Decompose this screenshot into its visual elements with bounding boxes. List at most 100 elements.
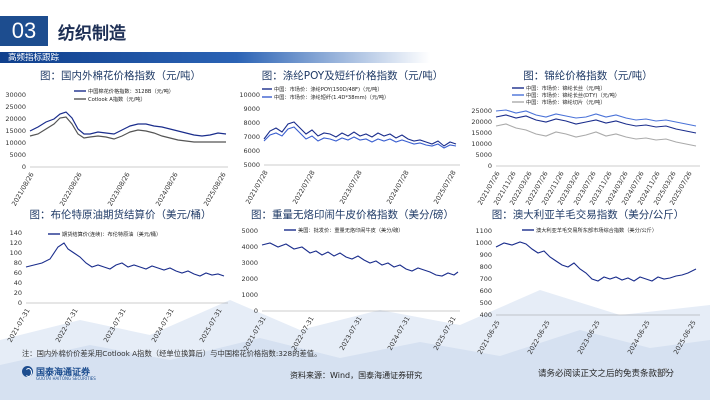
legend-label: 美国：批发价：重量无烙印闹牛皮（美分/磅） bbox=[298, 226, 404, 234]
series-brent bbox=[25, 242, 225, 277]
chart-svg: 140 120 100 80 60 40 20 0 期货结算价(连续)：布伦特原… bbox=[6, 229, 228, 344]
x-tick: 2025/08/26 bbox=[202, 171, 228, 207]
y-tick: 6000 bbox=[243, 147, 260, 155]
y-tick: 400 bbox=[480, 311, 492, 319]
x-tick: 2024/08/26 bbox=[154, 171, 180, 207]
y-tick: 20000 bbox=[471, 118, 492, 126]
x-tick: 2021-07-31 bbox=[6, 307, 32, 344]
legend-label: Cotlook A指数（元/吨） bbox=[88, 95, 146, 103]
y-tick: 3000 bbox=[241, 259, 258, 267]
y-tick: 0 bbox=[254, 307, 258, 315]
company-logo: 国泰海通证券 GUOTAI HAITONG SECURITIES bbox=[22, 365, 96, 381]
chart-title: 图：锦纶价格指数（元/吨） bbox=[523, 70, 653, 82]
y-tick: 500 bbox=[480, 299, 492, 307]
x-tick: 2024/07/28 bbox=[385, 169, 411, 205]
y-axis-ticks: 140 120 100 80 60 40 20 0 bbox=[10, 229, 22, 307]
series-cotlook-a bbox=[29, 116, 226, 143]
y-axis-ticks: 30000 25000 20000 15000 10000 5000 0 bbox=[5, 91, 26, 171]
y-tick: 80 bbox=[14, 259, 22, 267]
y-tick: 9000 bbox=[243, 105, 260, 113]
y-tick: 1100 bbox=[475, 227, 492, 235]
x-tick: 2022/07/28 bbox=[291, 169, 317, 205]
mountain-background bbox=[0, 290, 710, 400]
chart-svg: 25000 20000 15000 10000 5000 0 中国：市场价：锦纶… bbox=[471, 84, 700, 206]
y-tick: 5000 bbox=[475, 151, 492, 159]
chart-title: 图：澳大利亚羊毛交易指数（美分/公斤） bbox=[491, 209, 685, 221]
x-axis-ticks: 2021-07-31 2022-07-31 2023-07-31 2024-07… bbox=[6, 307, 224, 344]
series-staple-fiber bbox=[263, 126, 457, 149]
chart-cowhide-price: 图：重量无烙印闹牛皮价格指数（美分/磅） 5000 4000 3000 2000… bbox=[240, 207, 465, 352]
y-tick: 800 bbox=[480, 263, 492, 271]
subtitle: 高频指标跟踪 bbox=[8, 53, 60, 63]
legend-label: 中国：市场价：锦纶长丝(DTY)（元/吨） bbox=[526, 91, 620, 99]
section-number: 03 bbox=[0, 16, 48, 46]
subtitle-band: 高频指标跟踪 bbox=[0, 52, 430, 63]
y-tick: 0 bbox=[22, 163, 26, 171]
y-axis-ticks: 25000 20000 15000 10000 5000 0 bbox=[471, 107, 492, 170]
chart-svg: 1100 1000 900 800 700 600 500 400 澳大利亚羊毛… bbox=[475, 226, 700, 356]
legend-label: 中国：市场价：涤纶POY(150D/48F)（元/吨） bbox=[274, 85, 383, 93]
legend: 澳大利亚羊毛交易所东部市场综合指数（美分/公斤） bbox=[522, 226, 657, 234]
x-tick: 2024-07-31 bbox=[150, 307, 176, 344]
legend-label: 澳大利亚羊毛交易所东部市场综合指数（美分/公斤） bbox=[536, 226, 657, 234]
y-tick: 1000 bbox=[241, 291, 258, 299]
y-tick: 15000 bbox=[5, 127, 26, 135]
x-tick: 2025-07-31 bbox=[198, 307, 224, 344]
series-nylon-dty bbox=[495, 109, 697, 127]
chart-polyester-price: 图：涤纶POY及短纤价格指数（元/吨） 10000 9000 8000 7000… bbox=[239, 68, 465, 205]
y-axis-ticks: 5000 4000 3000 2000 1000 0 bbox=[241, 227, 258, 315]
legend-label: 中国：市场价：锦纶长丝（元/吨） bbox=[526, 84, 606, 92]
series-wool bbox=[495, 241, 697, 282]
chart-title: 图：布伦特原油期货结算价（美元/桶） bbox=[29, 209, 212, 221]
x-axis-ticks: 2021/08/26 2022/08/26 2023/08/26 2024/08… bbox=[10, 171, 228, 207]
data-source: 资料来源：Wind，国泰海通证券研究 bbox=[290, 371, 423, 380]
x-tick: 2021/08/26 bbox=[10, 171, 36, 207]
y-tick: 10000 bbox=[471, 140, 492, 148]
x-tick: 2023-07-31 bbox=[102, 307, 128, 344]
y-tick: 20 bbox=[14, 289, 22, 297]
x-tick: 2021/07/28 bbox=[244, 169, 270, 205]
y-tick: 7000 bbox=[243, 133, 260, 141]
y-tick: 10000 bbox=[239, 91, 260, 99]
chart-title: 图：重量无烙印闹牛皮价格指数（美分/磅） bbox=[250, 209, 455, 221]
section-title: 纺织制造 bbox=[58, 24, 126, 44]
y-tick: 5000 bbox=[243, 161, 260, 169]
series-nylon-filament bbox=[495, 114, 697, 134]
x-tick: 2022/08/26 bbox=[58, 171, 84, 207]
company-name: 国泰海通证券 bbox=[36, 368, 91, 378]
y-tick: 5000 bbox=[9, 151, 26, 159]
y-tick: 30000 bbox=[5, 91, 26, 99]
legend: 期货结算价(连续)：布伦特原油（美元/桶） bbox=[48, 230, 161, 238]
x-tick: 2025/07/28 bbox=[432, 169, 458, 205]
y-tick: 25000 bbox=[471, 107, 492, 115]
chart-title: 图：国内外棉花价格指数（元/吨） bbox=[39, 70, 202, 82]
y-axis-ticks: 1100 1000 900 800 700 600 500 400 bbox=[475, 227, 492, 319]
legend-label: 中国：市场价：锦纶切片（元/吨） bbox=[526, 98, 606, 106]
x-tick: 2023/08/26 bbox=[106, 171, 132, 207]
legend: 中国：市场价：涤纶POY(150D/48F)（元/吨） 中国：市场价：涤纶短纤(… bbox=[262, 85, 389, 101]
y-tick: 40 bbox=[14, 279, 22, 287]
y-tick: 140 bbox=[10, 229, 22, 237]
legend-label: 中国：市场价：涤纶短纤(1.4D*38mm)（元/吨） bbox=[274, 93, 389, 101]
chart-brent-crude: 图：布伦特原油期货结算价（美元/桶） 140 120 100 80 60 40 … bbox=[6, 207, 233, 344]
chart-nylon-price: 图：锦纶价格指数（元/吨） 25000 20000 15000 10000 50… bbox=[471, 68, 704, 206]
page-number: 17 bbox=[657, 368, 668, 378]
series-cowhide bbox=[261, 242, 459, 277]
footnote: 注：国内外棉价价差采用Cotlook A指数（经单位换算后）与中国棉花价格指数:… bbox=[22, 349, 322, 358]
series-poy bbox=[263, 121, 457, 147]
x-tick: 2023/07/28 bbox=[338, 169, 364, 205]
y-tick: 100 bbox=[10, 249, 22, 257]
y-tick: 900 bbox=[480, 251, 492, 259]
y-tick: 700 bbox=[480, 275, 492, 283]
y-tick: 20000 bbox=[5, 115, 26, 123]
legend: 中国棉花价格指数：3128B（元/吨） Cotlook A指数（元/吨） bbox=[74, 87, 174, 103]
x-axis-ticks: 2021/07/28 2022/07/28 2023/07/28 2024/07… bbox=[244, 169, 458, 205]
x-tick: 2022-07-31 bbox=[54, 307, 80, 344]
chart-svg: 10000 9000 8000 7000 6000 5000 中国：市场价：涤纶… bbox=[239, 85, 460, 205]
disclaimer-text: 请务必阅读正文之后的免责条款部分 bbox=[538, 369, 675, 379]
y-tick: 15000 bbox=[471, 129, 492, 137]
y-tick: 10000 bbox=[5, 139, 26, 147]
y-tick: 2000 bbox=[241, 275, 258, 283]
y-tick: 5000 bbox=[241, 227, 258, 235]
company-name-en: GUOTAI HAITONG SECURITIES bbox=[36, 376, 96, 381]
